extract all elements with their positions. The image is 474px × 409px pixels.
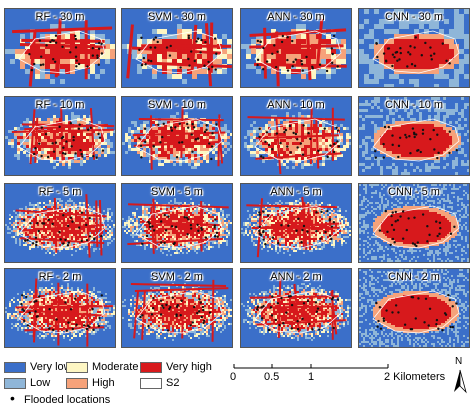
legend-label-flooded: Flooded locations [24, 394, 110, 406]
legend-label-moderate: Moderate [92, 361, 138, 373]
panel-title: CNN - 5 m [359, 186, 469, 198]
legend-label-s2: S2 [166, 377, 179, 389]
panel-title: ANN - 5 m [241, 186, 351, 198]
susceptibility-map [359, 97, 469, 175]
map-panel-grid: RF - 30 m SVM - 30 m ANN - 30 m CNN - 30 m R… [4, 8, 470, 348]
legend-swatch-s2 [140, 378, 162, 389]
map-legend: Very low Moderate Very high Low High S2 … [0, 360, 220, 408]
map-panel: RF - 30 m [4, 8, 116, 88]
susceptibility-map [122, 269, 232, 347]
legend-label-very-low: Very low [30, 361, 72, 373]
map-panel: RF - 10 m [4, 96, 116, 176]
map-panel: SVM - 10 m [121, 96, 233, 176]
panel-title: SVM - 10 m [122, 99, 232, 111]
map-panel: RF - 5 m [4, 183, 116, 263]
map-panel: SVM - 5 m [121, 183, 233, 263]
susceptibility-map [122, 97, 232, 175]
panel-title: CNN - 2 m [359, 271, 469, 283]
susceptibility-map [5, 97, 115, 175]
susceptibility-map [5, 184, 115, 262]
panel-title: SVM - 5 m [122, 186, 232, 198]
map-panel: CNN - 30 m [358, 8, 470, 88]
susceptibility-map [359, 184, 469, 262]
panel-title: ANN - 30 m [241, 11, 351, 23]
legend-label-high: High [92, 377, 115, 389]
susceptibility-map [241, 97, 351, 175]
susceptibility-map [359, 9, 469, 87]
scale-bar: 0 0.5 1 2 Kilometers N [228, 356, 474, 409]
map-panel: ANN - 30 m [240, 8, 352, 88]
panel-title: RF - 30 m [5, 11, 115, 23]
susceptibility-map [5, 269, 115, 347]
map-panel: ANN - 2 m [240, 268, 352, 348]
panel-title: SVM - 30 m [122, 11, 232, 23]
map-panel: RF - 2 m [4, 268, 116, 348]
legend-point-icon: • [10, 391, 15, 405]
susceptibility-map [241, 9, 351, 87]
panel-title: RF - 5 m [5, 186, 115, 198]
panel-title: ANN - 10 m [241, 99, 351, 111]
map-panel: CNN - 5 m [358, 183, 470, 263]
susceptibility-map [359, 269, 469, 347]
map-panel: SVM - 30 m [121, 8, 233, 88]
legend-swatch-high [66, 378, 88, 389]
map-panel: ANN - 5 m [240, 183, 352, 263]
map-panel: SVM - 2 m [121, 268, 233, 348]
susceptibility-map [122, 184, 232, 262]
scale-tick-1: 1 [308, 371, 314, 383]
susceptibility-map [5, 9, 115, 87]
legend-label-very-high: Very high [166, 361, 212, 373]
susceptibility-map [241, 269, 351, 347]
scale-tick-0-5: 0.5 [264, 371, 279, 383]
panel-title: SVM - 2 m [122, 271, 232, 283]
legend-label-low: Low [30, 377, 50, 389]
legend-swatch-moderate [66, 362, 88, 373]
north-label: N [455, 356, 462, 367]
scale-bar-graphic [233, 364, 467, 394]
susceptibility-map [241, 184, 351, 262]
panel-title: CNN - 10 m [359, 99, 469, 111]
panel-title: CNN - 30 m [359, 11, 469, 23]
susceptibility-map [122, 9, 232, 87]
map-panel: CNN - 2 m [358, 268, 470, 348]
legend-swatch-low [4, 378, 26, 389]
legend-swatch-very-high [140, 362, 162, 373]
north-arrow-icon [454, 369, 467, 394]
panel-title: RF - 2 m [5, 271, 115, 283]
legend-swatch-very-low [4, 362, 26, 373]
panel-title: ANN - 2 m [241, 271, 351, 283]
scale-tick-2: 2 Kilometers [384, 371, 445, 383]
map-panel: ANN - 10 m [240, 96, 352, 176]
panel-title: RF - 10 m [5, 99, 115, 111]
scale-tick-0: 0 [230, 371, 236, 383]
map-panel: CNN - 10 m [358, 96, 470, 176]
